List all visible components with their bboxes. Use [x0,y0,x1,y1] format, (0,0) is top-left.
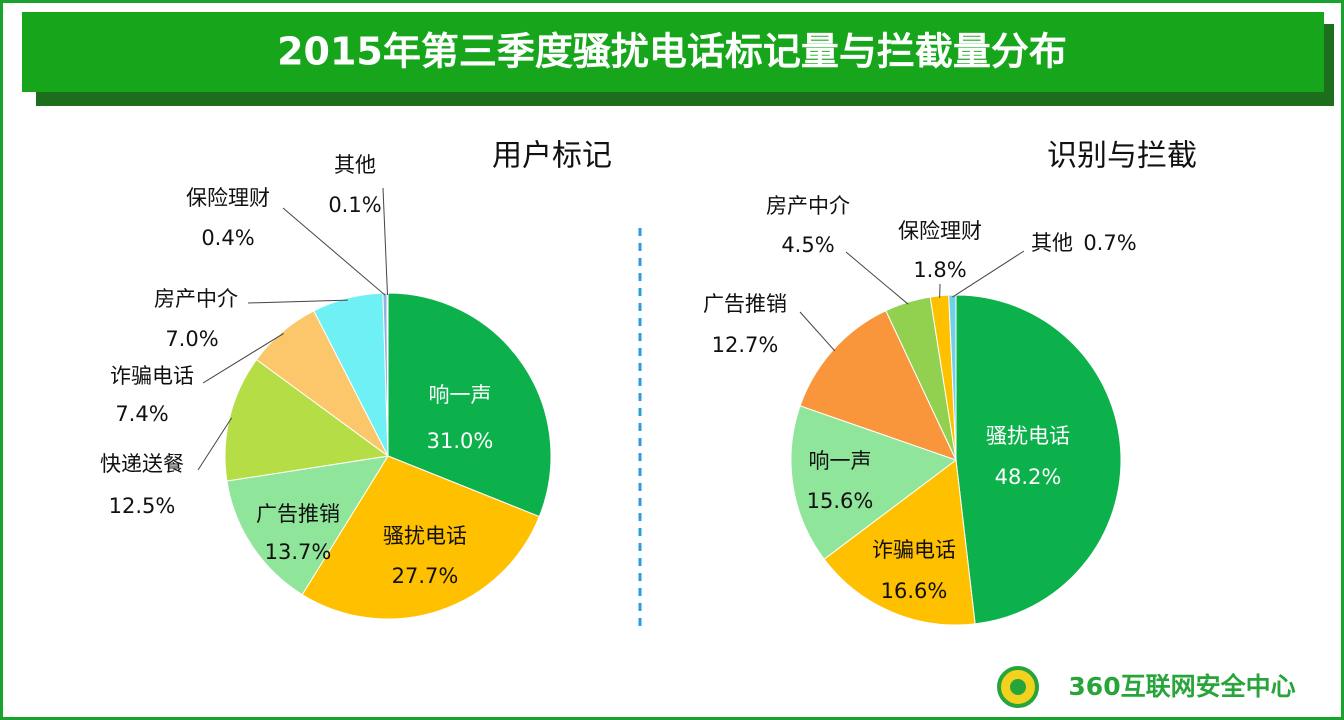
slice-value: 12.5% [109,494,176,518]
slice-value: 13.7% [265,540,332,564]
slice-label: 其他 [1031,231,1073,255]
leader-line [197,417,233,471]
slice-value: 7.4% [115,402,168,426]
slice-value: 27.7% [392,564,459,588]
slice-label: 房产中介 [766,194,850,218]
leader-line [845,251,909,305]
slice-label: 诈骗电话 [872,538,956,562]
slice-value: 31.0% [427,429,494,453]
slice-label: 快递送餐 [100,452,184,476]
logo-text: 360互联网安全中心 [1068,672,1295,701]
title: 2015年第三季度骚扰电话标记量与拦截量分布 [277,30,1067,74]
chart-title: 用户标记 [492,139,612,174]
slice-value: 1.8% [913,258,966,282]
logo: 360互联网安全中心 [997,666,1296,708]
slice-label: 其他 [334,153,376,177]
slice-label: 诈骗电话 [110,364,194,388]
slice-label: 广告推销 [703,292,787,316]
chart-title: 识别与拦截 [1047,139,1197,174]
slice-label: 响一声 [429,383,492,407]
slice-value: 16.6% [881,579,948,603]
slice-value: 12.7% [712,333,779,357]
leader-line [382,187,388,296]
slice-value: 48.2% [995,465,1062,489]
pie-slice [790,405,958,560]
leader-line [202,332,284,384]
slice-value: 7.0% [165,327,218,351]
leader-line [247,299,348,304]
slice-label: 房产中介 [154,287,238,311]
leader-line [952,250,1025,298]
slice-label: 广告推销 [256,502,340,526]
pie-slice [301,455,540,620]
slice-label: 骚扰电话 [383,524,467,548]
slice-value: 0.1% [328,193,381,217]
pie-slice [226,455,389,596]
slice-value: 0.7% [1083,231,1136,255]
slice-value: 15.6% [807,489,874,513]
slice-label: 保险理财 [186,186,270,210]
logo-icon-core [1010,679,1026,695]
title-bar [22,12,1324,92]
slice-value: 4.5% [781,233,834,257]
leader-line [799,311,836,352]
pie-slice [823,459,976,626]
slice-value: 0.4% [201,226,254,250]
slice-label: 响一声 [809,449,872,473]
slice-label: 骚扰电话 [986,424,1070,448]
slice-label: 保险理财 [898,219,982,243]
leader-line [282,207,386,296]
pie-slice [224,358,390,482]
pie-slice [955,294,1122,625]
pie-slice [387,292,552,518]
